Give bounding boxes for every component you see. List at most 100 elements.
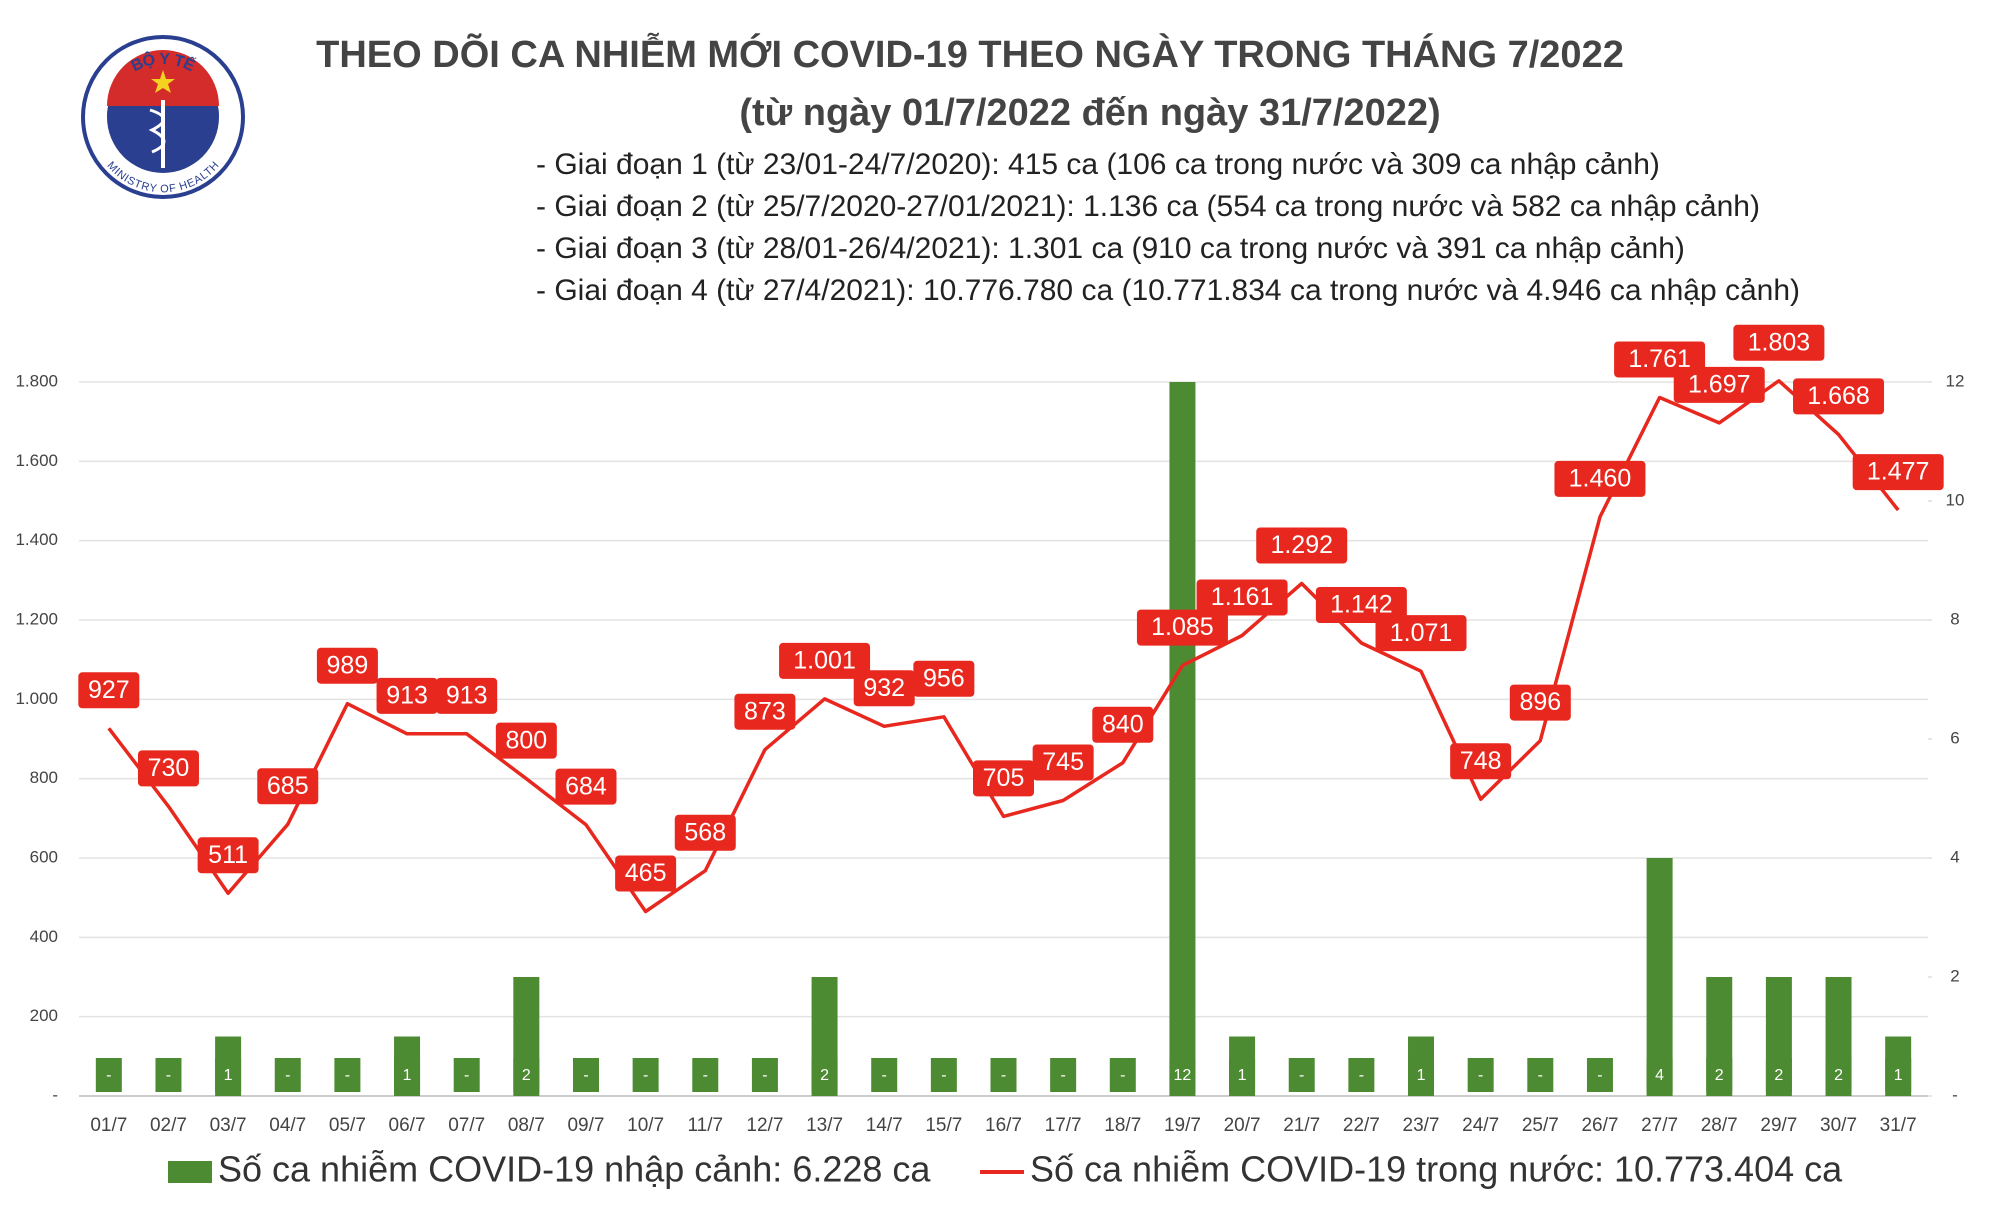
bar-label: 4 <box>1655 1067 1664 1084</box>
x-tick-label: 18/7 <box>1104 1115 1141 1136</box>
bar-label-box <box>1586 1058 1613 1092</box>
x-tick-label: 12/7 <box>746 1115 783 1136</box>
bar-label: 12 <box>1174 1067 1192 1084</box>
data-label: 873 <box>744 697 786 725</box>
legend: Số ca nhiễm COVID-19 nhập cảnh: 6.228 ca… <box>168 1149 1843 1190</box>
data-label-box <box>1256 527 1348 564</box>
chart-title: THEO DÕI CA NHIỄM MỚI COVID-19 THEO NGÀY… <box>316 32 1624 76</box>
data-label: 685 <box>267 772 309 800</box>
y-tick-label: 200 <box>30 1006 58 1025</box>
x-tick-label: 23/7 <box>1403 1115 1440 1136</box>
x-tick-label: 26/7 <box>1581 1115 1618 1136</box>
x-tick-label: 27/7 <box>1641 1115 1678 1136</box>
data-label-box <box>1136 609 1228 646</box>
data-label: 684 <box>565 772 607 800</box>
bar-label: 1 <box>1417 1067 1426 1084</box>
data-label: 896 <box>1519 688 1561 716</box>
y2-tick-label: 2 <box>1950 966 1959 985</box>
bar-label: - <box>1597 1067 1602 1084</box>
data-label: 800 <box>505 726 547 754</box>
data-label: 927 <box>88 676 130 704</box>
data-label-box <box>1852 454 1944 491</box>
y2-tick-label: 12 <box>1946 371 1965 390</box>
y2-tick-label: 10 <box>1946 490 1965 509</box>
y-tick-label: 800 <box>30 768 58 787</box>
note: - Giai đoạn 4 (từ 27/4/2021): 10.776.780… <box>536 274 1800 307</box>
data-label-box <box>1092 706 1154 743</box>
bar-label-box <box>871 1058 898 1092</box>
data-label-box <box>1554 460 1646 497</box>
data-label: 465 <box>625 859 667 887</box>
x-tick-label: 03/7 <box>210 1115 247 1136</box>
y2-tick-label: 4 <box>1950 847 1959 866</box>
x-tick-label: 22/7 <box>1343 1115 1380 1136</box>
x-tick-label: 04/7 <box>269 1115 306 1136</box>
bar-label-box <box>155 1058 182 1092</box>
x-tick-label: 31/7 <box>1880 1115 1917 1136</box>
data-label-box <box>1733 324 1825 361</box>
data-label: 913 <box>446 681 488 709</box>
bar-label-box <box>930 1058 957 1092</box>
data-label-box <box>853 670 915 707</box>
legend-label: Số ca nhiễm COVID-19 trong nước: 10.773.… <box>1030 1149 1843 1190</box>
bar-label-box <box>334 1058 361 1092</box>
x-tick-label: 11/7 <box>687 1115 723 1136</box>
data-label: 1.292 <box>1270 531 1333 559</box>
bar-label-box <box>1408 1058 1435 1092</box>
x-tick-label: 06/7 <box>389 1115 426 1136</box>
data-label: 956 <box>923 664 965 692</box>
bar-label: - <box>464 1067 469 1084</box>
y2-tick-label: 6 <box>1950 728 1959 747</box>
data-label: 730 <box>148 754 190 782</box>
data-label-box <box>615 855 677 892</box>
bar-label-box <box>1050 1058 1077 1092</box>
bar-label: 2 <box>522 1067 531 1084</box>
x-tick-label: 19/7 <box>1164 1115 1201 1136</box>
data-label: 1.071 <box>1390 619 1453 647</box>
x-tick-label: 09/7 <box>567 1115 604 1136</box>
data-label: 913 <box>386 681 428 709</box>
bar-label: - <box>285 1067 290 1084</box>
data-label-box <box>1793 378 1885 415</box>
bar-label: - <box>703 1067 708 1084</box>
x-tick-label: 07/7 <box>448 1115 485 1136</box>
bar-label-box <box>1467 1058 1494 1092</box>
bar-label-box <box>751 1058 778 1092</box>
y-tick-label: 400 <box>30 927 58 946</box>
bar-label: - <box>1001 1067 1006 1084</box>
x-tick-label: 14/7 <box>866 1115 903 1136</box>
x-tick-label: 29/7 <box>1760 1115 1797 1136</box>
x-tick-label: 17/7 <box>1045 1115 1082 1136</box>
x-tick-label: 10/7 <box>627 1115 664 1136</box>
x-tick-label: 15/7 <box>925 1115 962 1136</box>
bar-label-box <box>632 1058 659 1092</box>
note: - Giai đoạn 1 (từ 23/01-24/7/2020): 415 … <box>536 148 1660 181</box>
bar-label: - <box>1060 1067 1065 1084</box>
data-label: 568 <box>684 818 726 846</box>
bar-label-box <box>1348 1058 1375 1092</box>
y2-tick-label: - <box>1952 1085 1958 1104</box>
bar-label: - <box>1359 1067 1364 1084</box>
bar-label-box <box>95 1058 122 1092</box>
bar-label-box <box>692 1058 719 1092</box>
data-label: 1.668 <box>1807 382 1870 410</box>
x-tick-label: 16/7 <box>985 1115 1022 1136</box>
y-tick-label: 1.200 <box>15 609 58 628</box>
data-label-box <box>137 750 199 787</box>
x-tick-label: 24/7 <box>1462 1115 1499 1136</box>
data-label-box <box>257 768 319 805</box>
bar-label-box <box>1229 1058 1256 1092</box>
data-label-box <box>555 768 617 805</box>
bar-label: 1 <box>403 1067 412 1084</box>
y-tick-label: 1.600 <box>15 451 58 470</box>
bar-label: 2 <box>1774 1067 1783 1084</box>
bar-label: - <box>166 1067 171 1084</box>
data-label-box <box>1509 684 1571 721</box>
data-label: 989 <box>327 651 369 679</box>
note: - Giai đoạn 2 (từ 25/7/2020-27/01/2021):… <box>536 190 1760 223</box>
bar-label: - <box>1299 1067 1304 1084</box>
x-tick-label: 02/7 <box>150 1115 187 1136</box>
y-tick-label: 1.800 <box>15 371 58 390</box>
note: - Giai đoạn 3 (từ 28/01-26/4/2021): 1.30… <box>536 232 1685 265</box>
y2-tick-label: 8 <box>1950 609 1959 628</box>
